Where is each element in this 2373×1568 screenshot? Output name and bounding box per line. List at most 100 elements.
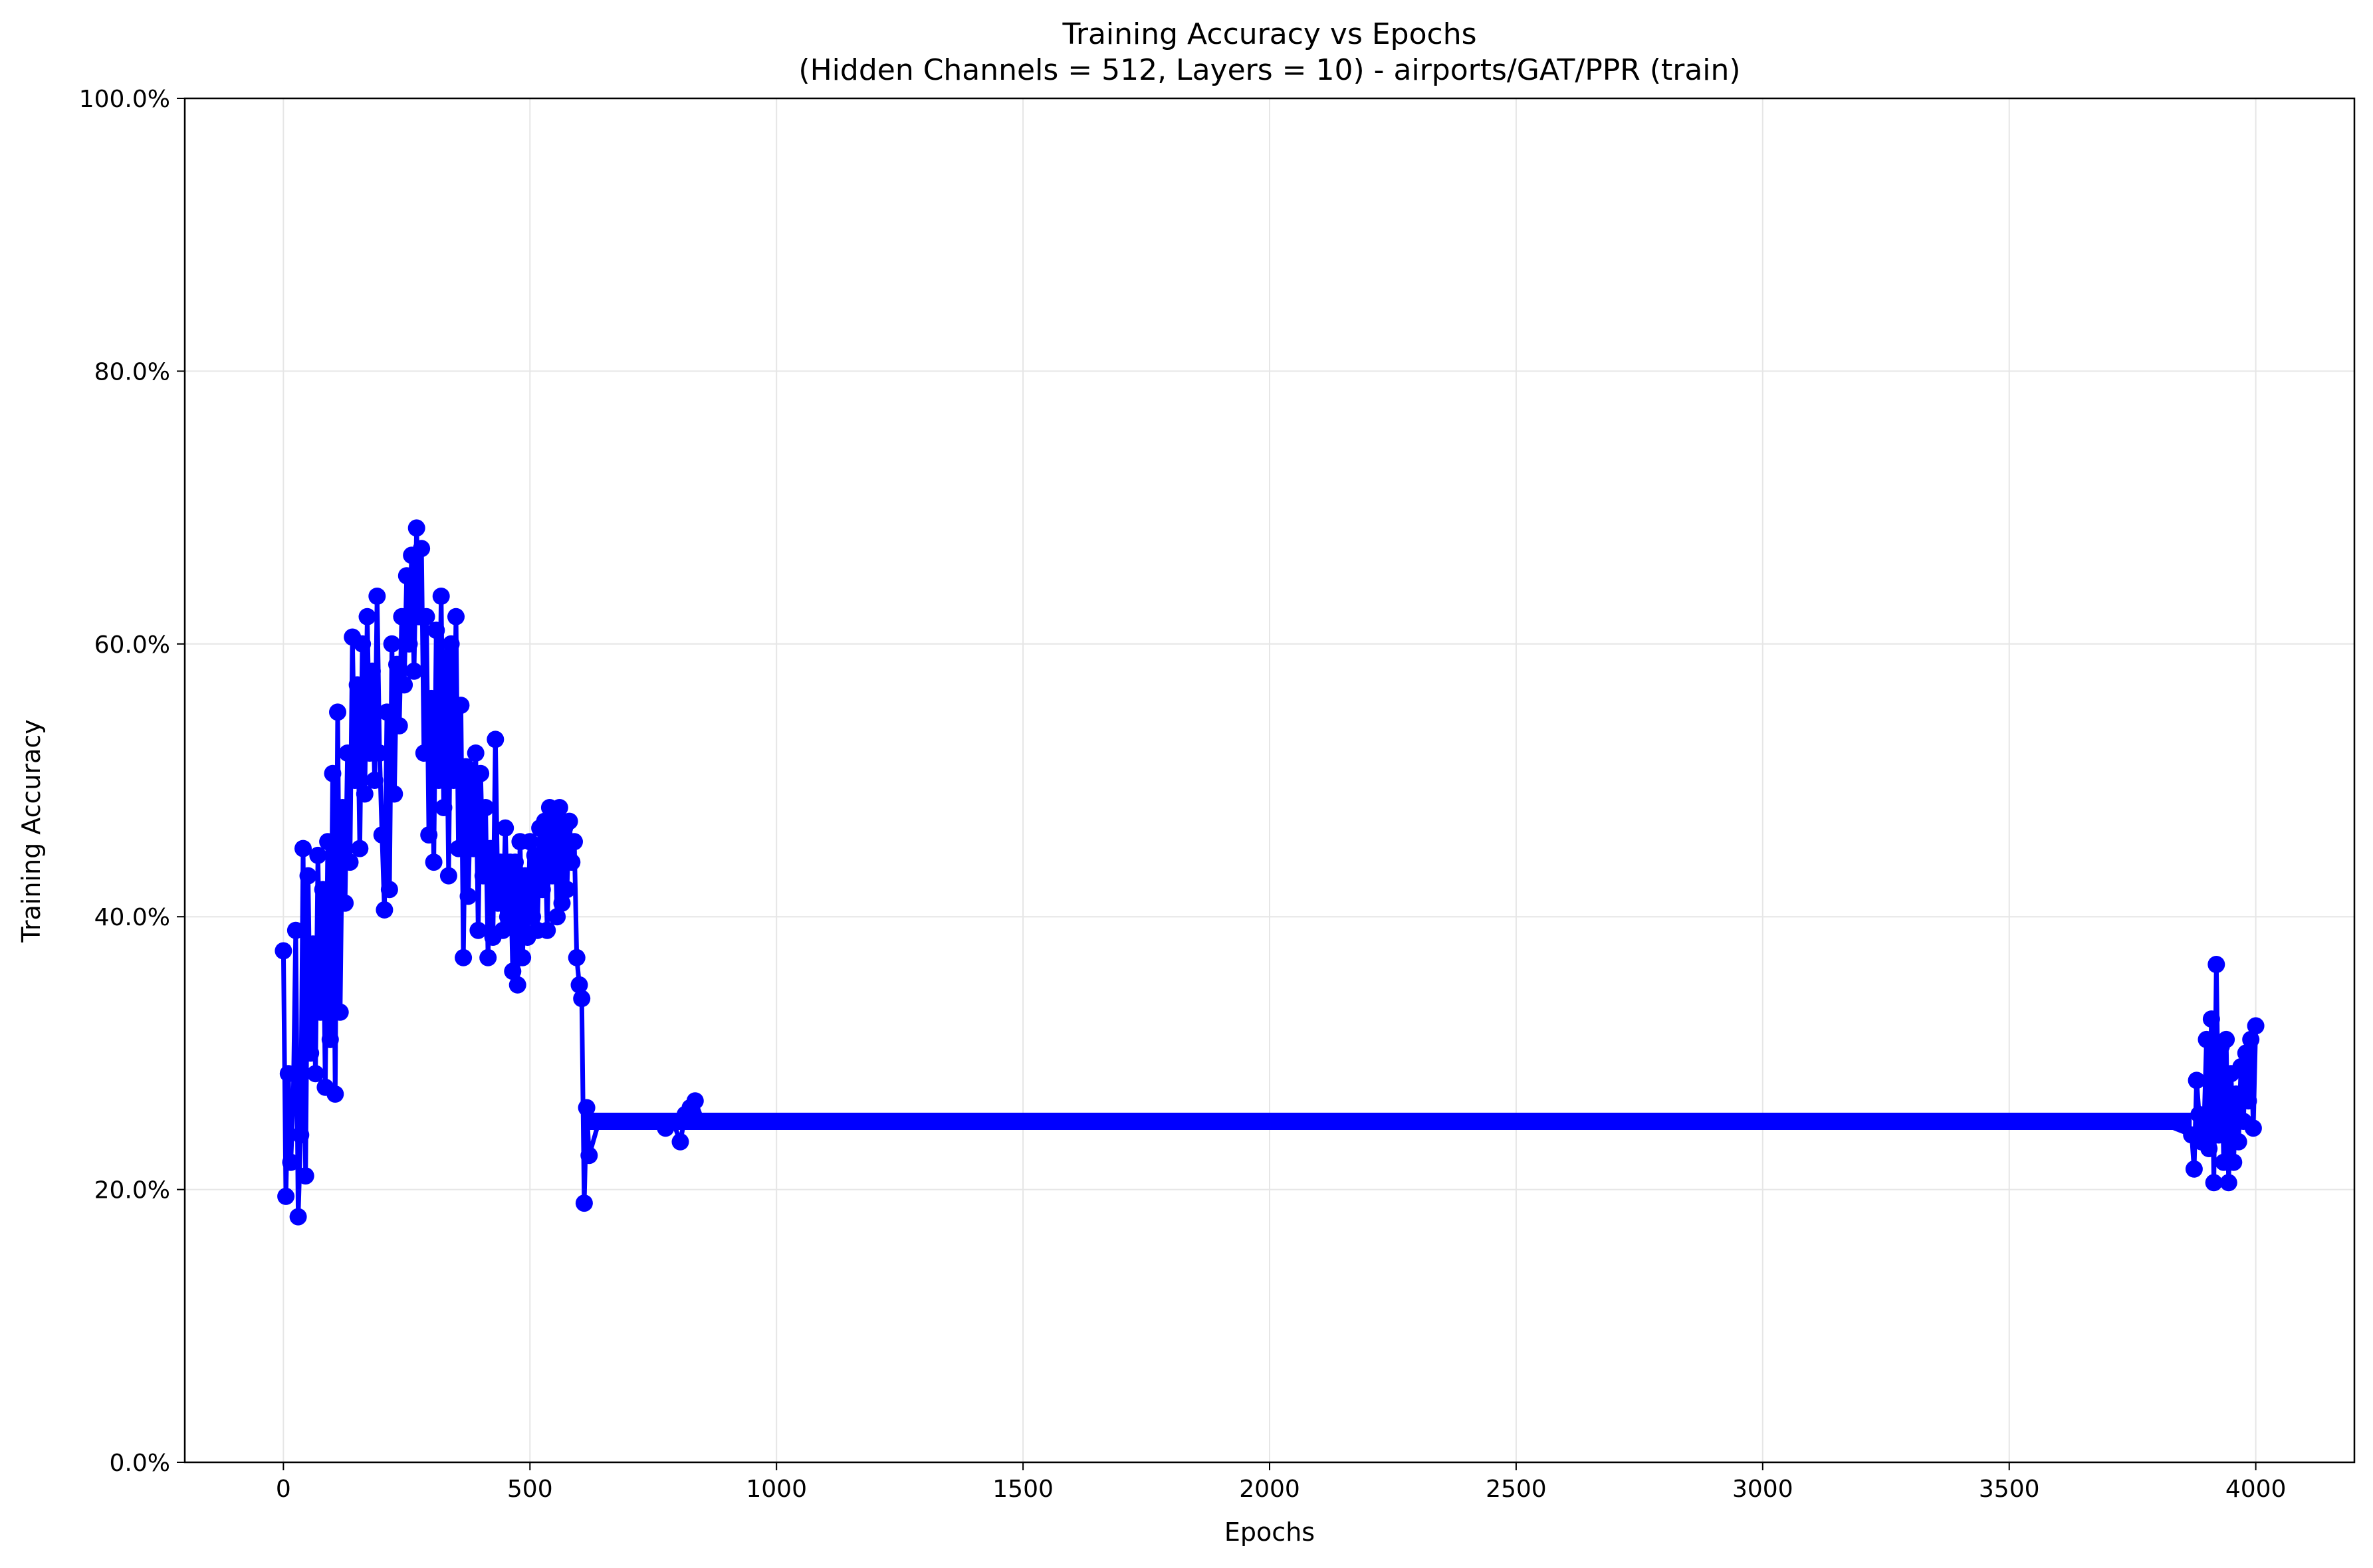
data-point (351, 840, 369, 857)
data-point (2244, 1119, 2262, 1137)
data-point (533, 881, 551, 899)
data-point (570, 976, 588, 994)
data-point (348, 676, 366, 694)
data-point (2188, 1071, 2205, 1089)
data-point (373, 826, 391, 844)
data-point (2190, 1105, 2208, 1123)
data-point (2210, 1126, 2227, 1144)
data-point (2229, 1133, 2247, 1151)
data-point (2232, 1058, 2250, 1075)
plateau-marker-band (589, 1113, 2192, 1130)
data-point (366, 772, 384, 789)
data-point (296, 1167, 314, 1185)
data-point (2202, 1010, 2220, 1028)
data-point (292, 1126, 310, 1144)
data-point (314, 881, 332, 899)
data-point (452, 697, 470, 715)
data-point (324, 764, 342, 782)
data-point (481, 840, 499, 857)
data-point (312, 1003, 329, 1021)
data-point (407, 519, 425, 537)
chart-title: Training Accuracy vs Epochs (1062, 17, 1476, 51)
series-line-group (275, 519, 2265, 1226)
data-point (275, 942, 292, 960)
data-point (321, 1030, 339, 1048)
data-point (2242, 1030, 2260, 1048)
data-point (413, 540, 431, 558)
data-point (306, 1065, 324, 1083)
data-point (437, 649, 455, 667)
data-point (516, 867, 534, 885)
data-point (508, 976, 526, 994)
data-point (425, 853, 443, 871)
data-point (548, 908, 566, 926)
data-point (2225, 1153, 2243, 1171)
axis-ticks: 0 500 1000 1500 2000 2500 3000 3500 4000 0.0% 20.0… (79, 86, 2287, 1503)
data-point (427, 621, 445, 639)
data-point (386, 785, 403, 803)
data-point (279, 1065, 297, 1083)
data-point (467, 744, 485, 762)
data-point (578, 1099, 596, 1117)
data-point (472, 764, 490, 782)
data-point (341, 853, 359, 871)
data-point (442, 635, 460, 653)
data-point (504, 962, 522, 980)
data-point (383, 635, 401, 653)
x-tick-label: 500 (507, 1476, 553, 1503)
data-point (400, 635, 418, 653)
data-point (447, 608, 465, 625)
data-point (575, 1194, 593, 1212)
data-point (2207, 956, 2225, 973)
data-point (346, 772, 364, 789)
data-point (354, 635, 372, 653)
data-point (405, 662, 423, 680)
data-point (2185, 1160, 2203, 1178)
data-point (329, 703, 346, 721)
chart-subtitle: (Hidden Channels = 512, Layers = 10) - a… (798, 53, 1740, 87)
y-axis-label: Training Accuracy (17, 719, 46, 943)
data-point (338, 744, 356, 762)
data-point (302, 1044, 320, 1062)
data-point (326, 1085, 344, 1103)
x-tick-label: 3000 (1732, 1476, 1793, 1503)
data-point (671, 1133, 689, 1151)
data-point (336, 894, 354, 912)
data-point (2237, 1044, 2255, 1062)
data-point (445, 772, 463, 789)
data-point (294, 840, 312, 857)
data-point (2239, 1092, 2257, 1110)
data-point (2195, 1119, 2213, 1137)
data-point (2198, 1030, 2215, 1048)
data-point (469, 921, 487, 939)
data-point (388, 655, 405, 673)
data-point (514, 949, 532, 966)
data-point (331, 1003, 349, 1021)
data-point (435, 799, 453, 816)
data-point (393, 608, 411, 625)
data-point (558, 881, 576, 899)
data-point (286, 921, 304, 939)
data-point (319, 833, 337, 851)
data-point (550, 799, 568, 816)
data-point (396, 676, 413, 694)
data-point (397, 567, 415, 585)
y-tick-label: 100.0% (79, 86, 170, 113)
data-point (422, 689, 440, 707)
data-point (524, 908, 541, 926)
data-point (507, 853, 524, 871)
data-point (358, 608, 376, 625)
data-point (553, 894, 571, 912)
data-point (494, 921, 512, 939)
data-point (2200, 1140, 2218, 1157)
data-point (334, 799, 352, 816)
y-tick-label: 0.0% (110, 1450, 170, 1477)
data-point (282, 1153, 300, 1171)
y-tick-label: 80.0% (94, 358, 170, 386)
data-point (378, 703, 396, 721)
data-point (457, 758, 475, 776)
data-point (477, 799, 495, 816)
data-point (420, 826, 438, 844)
x-tick-label: 3500 (1979, 1476, 2040, 1503)
